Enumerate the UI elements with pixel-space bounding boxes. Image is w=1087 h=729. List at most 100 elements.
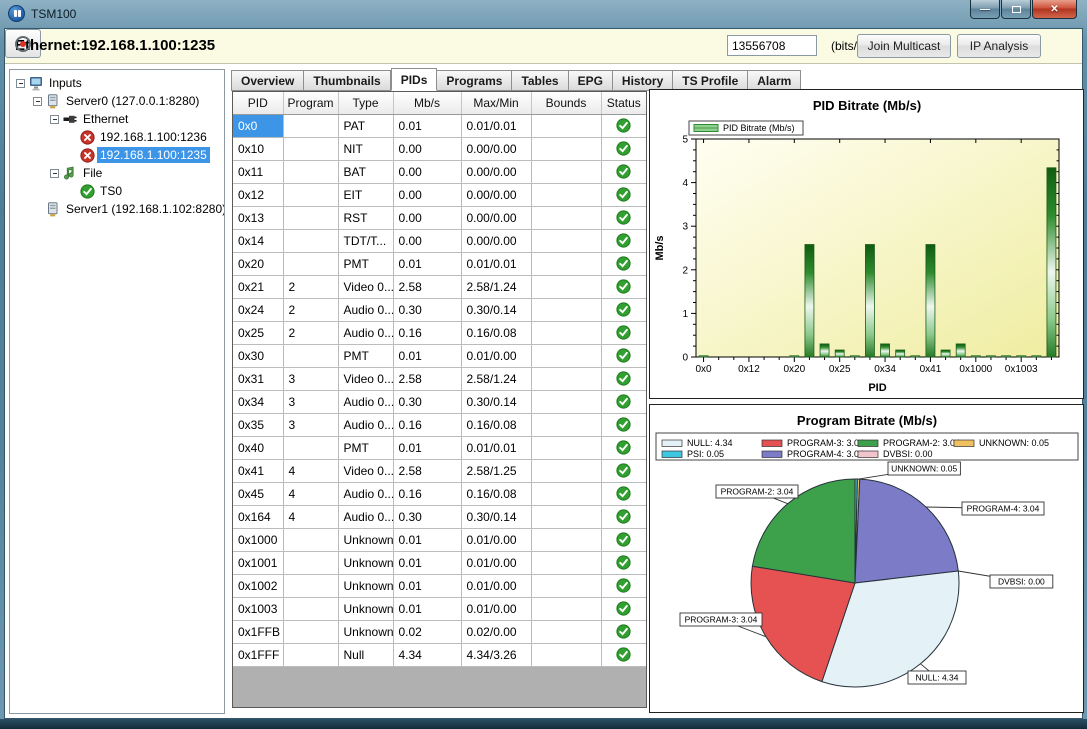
cell-type[interactable]: Unknown <box>338 597 393 620</box>
cell-pid[interactable]: 0x1002 <box>233 574 283 597</box>
cell-type[interactable]: EIT <box>338 183 393 206</box>
cell-type[interactable]: Unknown <box>338 620 393 643</box>
cell-bounds[interactable] <box>531 620 601 643</box>
cell-program[interactable] <box>283 137 338 160</box>
tab-overview[interactable]: Overview <box>231 70 304 91</box>
cell-bounds[interactable] <box>531 275 601 298</box>
cell-mb-s[interactable]: 0.00 <box>393 183 461 206</box>
table-row[interactable]: 0x12EIT0.000.00/0.00 <box>233 183 646 206</box>
cell-program[interactable] <box>283 528 338 551</box>
tree-item-ethernet[interactable]: Ethernet <box>10 110 224 128</box>
cell-program[interactable] <box>283 643 338 666</box>
minimize-button[interactable]: — <box>970 0 1000 19</box>
tree-expander-icon[interactable] <box>16 79 25 88</box>
cell-program[interactable]: 2 <box>283 321 338 344</box>
cell-type[interactable]: PAT <box>338 114 393 137</box>
column-header-bounds[interactable]: Bounds <box>531 92 601 114</box>
cell-bounds[interactable] <box>531 183 601 206</box>
cell-bounds[interactable] <box>531 551 601 574</box>
cell-program[interactable] <box>283 252 338 275</box>
cell-type[interactable]: PMT <box>338 344 393 367</box>
cell-max-min[interactable]: 2.58/1.25 <box>461 459 531 482</box>
cell-type[interactable]: Unknown <box>338 574 393 597</box>
cell-max-min[interactable]: 0.30/0.14 <box>461 505 531 528</box>
cell-program[interactable]: 2 <box>283 298 338 321</box>
cell-pid[interactable]: 0x30 <box>233 344 283 367</box>
cell-program[interactable] <box>283 436 338 459</box>
tree-expander-icon[interactable] <box>50 169 59 178</box>
cell-type[interactable]: Unknown <box>338 551 393 574</box>
cell-max-min[interactable]: 0.30/0.14 <box>461 298 531 321</box>
cell-pid[interactable]: 0x14 <box>233 229 283 252</box>
cell-max-min[interactable]: 2.58/1.24 <box>461 367 531 390</box>
cell-program[interactable] <box>283 344 338 367</box>
column-header-type[interactable]: Type <box>338 92 393 114</box>
cell-mb-s[interactable]: 0.30 <box>393 390 461 413</box>
cell-bounds[interactable] <box>531 413 601 436</box>
cell-bounds[interactable] <box>531 321 601 344</box>
cell-max-min[interactable]: 0.01/0.00 <box>461 528 531 551</box>
table-row[interactable]: 0x343Audio 0...0.300.30/0.14 <box>233 390 646 413</box>
cell-pid[interactable]: 0x1FFF <box>233 643 283 666</box>
cell-program[interactable] <box>283 551 338 574</box>
cell-mb-s[interactable]: 0.02 <box>393 620 461 643</box>
cell-bounds[interactable] <box>531 298 601 321</box>
cell-bounds[interactable] <box>531 137 601 160</box>
tree-item-ts0[interactable]: TS0 <box>10 182 224 200</box>
cell-mb-s[interactable]: 0.01 <box>393 528 461 551</box>
tree-item-192-168-1-100-1235[interactable]: 192.168.1.100:1235 <box>10 146 224 164</box>
cell-bounds[interactable] <box>531 252 601 275</box>
cell-pid[interactable]: 0x164 <box>233 505 283 528</box>
cell-program[interactable]: 4 <box>283 505 338 528</box>
cell-pid[interactable]: 0x1FFB <box>233 620 283 643</box>
table-row[interactable]: 0x1001Unknown0.010.01/0.00 <box>233 551 646 574</box>
table-row[interactable]: 0x252Audio 0...0.160.16/0.08 <box>233 321 646 344</box>
cell-max-min[interactable]: 0.00/0.00 <box>461 160 531 183</box>
cell-program[interactable] <box>283 206 338 229</box>
cell-bounds[interactable] <box>531 367 601 390</box>
cell-max-min[interactable]: 0.00/0.00 <box>461 229 531 252</box>
cell-pid[interactable]: 0x34 <box>233 390 283 413</box>
cell-mb-s[interactable]: 0.30 <box>393 505 461 528</box>
cell-bounds[interactable] <box>531 643 601 666</box>
table-row[interactable]: 0x313Video 0...2.582.58/1.24 <box>233 367 646 390</box>
cell-mb-s[interactable]: 2.58 <box>393 459 461 482</box>
cell-bounds[interactable] <box>531 114 601 137</box>
cell-mb-s[interactable]: 2.58 <box>393 367 461 390</box>
table-row[interactable]: 0x1FFFNull4.344.34/3.26 <box>233 643 646 666</box>
tree-expander-icon[interactable] <box>50 115 59 124</box>
cell-type[interactable]: Null <box>338 643 393 666</box>
table-row[interactable]: 0x40PMT0.010.01/0.01 <box>233 436 646 459</box>
tab-alarm[interactable]: Alarm <box>748 70 801 91</box>
cell-bounds[interactable] <box>531 574 601 597</box>
cell-pid[interactable]: 0x40 <box>233 436 283 459</box>
cell-mb-s[interactable]: 0.00 <box>393 160 461 183</box>
cell-mb-s[interactable]: 0.00 <box>393 137 461 160</box>
cell-program[interactable]: 3 <box>283 390 338 413</box>
table-row[interactable]: 0x0PAT0.010.01/0.01 <box>233 114 646 137</box>
cell-type[interactable]: NIT <box>338 137 393 160</box>
column-header-pid[interactable]: PID <box>233 92 283 114</box>
tree-item-server1-192-168-1-102-8280-[interactable]: Server1 (192.168.1.102:8280) <box>10 200 224 218</box>
cell-program[interactable] <box>283 620 338 643</box>
cell-type[interactable]: Audio 0... <box>338 413 393 436</box>
cell-pid[interactable]: 0x13 <box>233 206 283 229</box>
cell-type[interactable]: TDT/T... <box>338 229 393 252</box>
cell-type[interactable]: Video 0... <box>338 459 393 482</box>
cell-pid[interactable]: 0x20 <box>233 252 283 275</box>
tab-tables[interactable]: Tables <box>512 70 568 91</box>
cell-type[interactable]: Unknown <box>338 528 393 551</box>
cell-max-min[interactable]: 0.01/0.01 <box>461 114 531 137</box>
cell-bounds[interactable] <box>531 344 601 367</box>
cell-pid[interactable]: 0x45 <box>233 482 283 505</box>
cell-pid[interactable]: 0x11 <box>233 160 283 183</box>
table-row[interactable]: 0x212Video 0...2.582.58/1.24 <box>233 275 646 298</box>
cell-bounds[interactable] <box>531 390 601 413</box>
cell-pid[interactable]: 0x31 <box>233 367 283 390</box>
cell-type[interactable]: Audio 0... <box>338 390 393 413</box>
table-row[interactable]: 0x10NIT0.000.00/0.00 <box>233 137 646 160</box>
table-row[interactable]: 0x353Audio 0...0.160.16/0.08 <box>233 413 646 436</box>
table-row[interactable]: 0x454Audio 0...0.160.16/0.08 <box>233 482 646 505</box>
table-row[interactable]: 0x1644Audio 0...0.300.30/0.14 <box>233 505 646 528</box>
cell-mb-s[interactable]: 0.16 <box>393 321 461 344</box>
